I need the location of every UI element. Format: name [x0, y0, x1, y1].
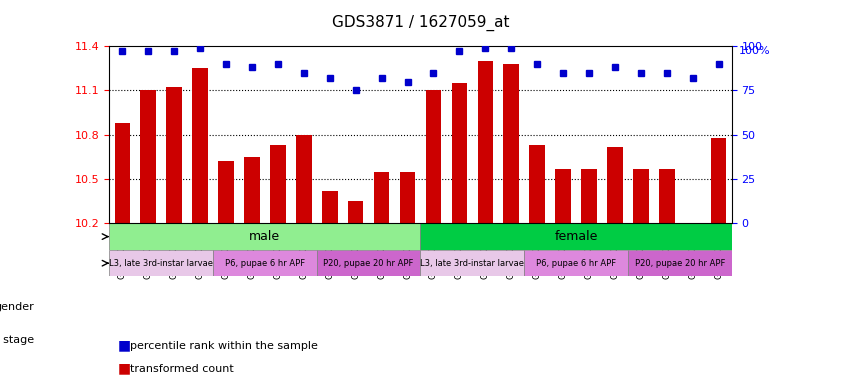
FancyBboxPatch shape — [109, 223, 420, 250]
FancyBboxPatch shape — [109, 250, 213, 276]
Text: percentile rank within the sample: percentile rank within the sample — [130, 341, 318, 351]
Bar — [270, 145, 286, 223]
Bar — [581, 169, 597, 223]
Bar — [244, 157, 260, 223]
Bar — [140, 90, 156, 223]
Bar — [348, 201, 363, 223]
Bar — [452, 83, 467, 223]
Bar — [478, 61, 493, 223]
Text: L3, late 3rd-instar larvae: L3, late 3rd-instar larvae — [420, 259, 524, 268]
Text: 100%: 100% — [738, 46, 770, 56]
Text: gender: gender — [0, 302, 34, 312]
FancyBboxPatch shape — [317, 250, 420, 276]
FancyBboxPatch shape — [420, 223, 732, 250]
FancyBboxPatch shape — [628, 250, 732, 276]
Bar — [711, 137, 727, 223]
Bar — [607, 147, 622, 223]
Text: P20, pupae 20 hr APF: P20, pupae 20 hr APF — [635, 259, 725, 268]
Bar — [633, 169, 648, 223]
Text: development stage: development stage — [0, 335, 34, 345]
Bar — [322, 191, 337, 223]
Text: female: female — [554, 230, 598, 243]
Bar — [373, 172, 389, 223]
Bar — [218, 161, 234, 223]
Text: P6, pupae 6 hr APF: P6, pupae 6 hr APF — [225, 259, 305, 268]
Text: P20, pupae 20 hr APF: P20, pupae 20 hr APF — [324, 259, 414, 268]
Bar — [555, 169, 571, 223]
Text: ■: ■ — [118, 362, 131, 376]
Bar — [426, 90, 442, 223]
Text: ■: ■ — [118, 339, 131, 353]
Text: transformed count: transformed count — [130, 364, 234, 374]
FancyBboxPatch shape — [524, 250, 628, 276]
FancyBboxPatch shape — [213, 250, 317, 276]
Text: GDS3871 / 1627059_at: GDS3871 / 1627059_at — [331, 15, 510, 31]
Text: male: male — [249, 230, 281, 243]
Bar — [504, 64, 519, 223]
Bar — [659, 169, 674, 223]
Text: P6, pupae 6 hr APF: P6, pupae 6 hr APF — [536, 259, 616, 268]
Text: L3, late 3rd-instar larvae: L3, late 3rd-instar larvae — [109, 259, 213, 268]
Bar — [193, 68, 208, 223]
Bar — [167, 88, 182, 223]
Bar — [296, 135, 311, 223]
Bar — [530, 145, 545, 223]
FancyBboxPatch shape — [420, 250, 524, 276]
Bar — [114, 123, 130, 223]
Bar — [399, 172, 415, 223]
